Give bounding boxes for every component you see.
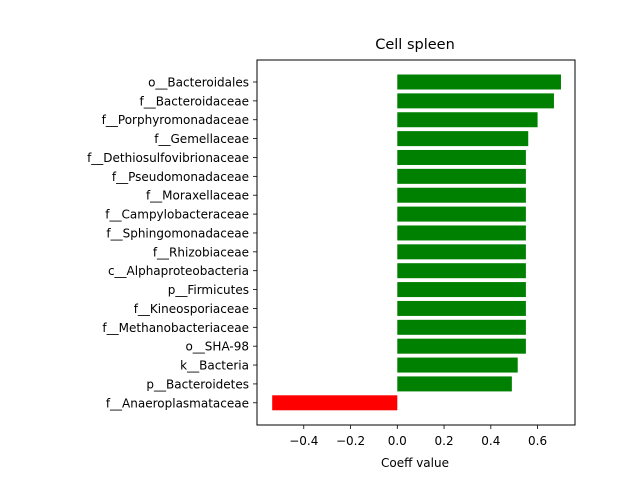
y-tick-label: f__Campylobacteraceae bbox=[105, 208, 249, 222]
chart-title: Cell spleen bbox=[375, 37, 455, 53]
y-tick-label: f__Pseudomonadaceae bbox=[112, 170, 249, 184]
y-tick-label: f__Bacteroidaceae bbox=[139, 94, 249, 108]
x-axis-label: Coeff value bbox=[381, 456, 449, 470]
y-tick-label: k__Bacteria bbox=[180, 359, 249, 373]
y-tick-label: f__Dethiosulfovibrionaceae bbox=[87, 151, 249, 165]
x-axis-ticks: −0.4 −0.2 0.0 0.2 0.4 0.6 bbox=[289, 425, 547, 448]
x-tick-label: 0.4 bbox=[481, 434, 500, 448]
bar-f__Anaeroplasmataceae bbox=[272, 395, 398, 411]
x-tick-label: 0.6 bbox=[528, 434, 547, 448]
bar-f__Sphingomonadaceae bbox=[397, 225, 526, 241]
y-tick-label: f__Gemellaceae bbox=[154, 132, 249, 146]
bar-f__Kineosporiaceae bbox=[397, 300, 526, 316]
y-tick-label: f__Sphingomonadaceae bbox=[106, 226, 249, 240]
y-tick-label: f__Methanobacteriaceae bbox=[102, 321, 249, 335]
bar-f__Porphyromonadaceae bbox=[397, 112, 538, 128]
bar-f__Gemellaceae bbox=[397, 131, 529, 147]
x-tick-label: 0.0 bbox=[388, 434, 407, 448]
y-tick-label: f__Rhizobiaceae bbox=[153, 245, 249, 259]
bar-f__Dethiosulfovibrionaceae bbox=[397, 149, 526, 165]
bar-k__Bacteria bbox=[397, 357, 518, 373]
y-tick-label: f__Anaeroplasmataceae bbox=[106, 396, 249, 410]
bar-f__Methanobacteriaceae bbox=[397, 319, 526, 335]
bar-c__Alphaproteobacteria bbox=[397, 263, 526, 279]
y-axis-ticks: o__Bacteroidales f__Bacteroidaceae f__Porp… bbox=[87, 76, 257, 410]
y-tick-label: o__Bacteroidales bbox=[148, 76, 249, 90]
bar-f__Moraxellaceae bbox=[397, 187, 526, 203]
bar-p__Firmicutes bbox=[397, 282, 526, 298]
y-tick-label: p__Bacteroidetes bbox=[146, 377, 249, 391]
y-tick-label: p__Firmicutes bbox=[168, 283, 249, 297]
bar-o__SHA-98 bbox=[397, 338, 526, 354]
x-tick-label: 0.2 bbox=[435, 434, 454, 448]
bar-f__Campylobacteraceae bbox=[397, 206, 526, 222]
y-tick-label: f__Kineosporiaceae bbox=[134, 302, 249, 316]
y-tick-label: f__Moraxellaceae bbox=[146, 189, 249, 203]
bar-p__Bacteroidetes bbox=[397, 376, 512, 392]
bar-f__Pseudomonadaceae bbox=[397, 168, 526, 184]
plot-frame bbox=[256, 59, 576, 426]
bars-layer bbox=[272, 74, 561, 411]
x-tick-label: −0.4 bbox=[289, 434, 318, 448]
y-tick-label: c__Alphaproteobacteria bbox=[108, 264, 249, 278]
y-tick-label: o__SHA-98 bbox=[185, 340, 249, 354]
bar-o__Bacteroidales bbox=[397, 74, 561, 90]
bar-f__Rhizobiaceae bbox=[397, 244, 526, 260]
bar-f__Bacteroidaceae bbox=[397, 93, 554, 109]
x-tick-label: −0.2 bbox=[336, 434, 365, 448]
y-tick-label: f__Porphyromonadaceae bbox=[102, 113, 249, 127]
